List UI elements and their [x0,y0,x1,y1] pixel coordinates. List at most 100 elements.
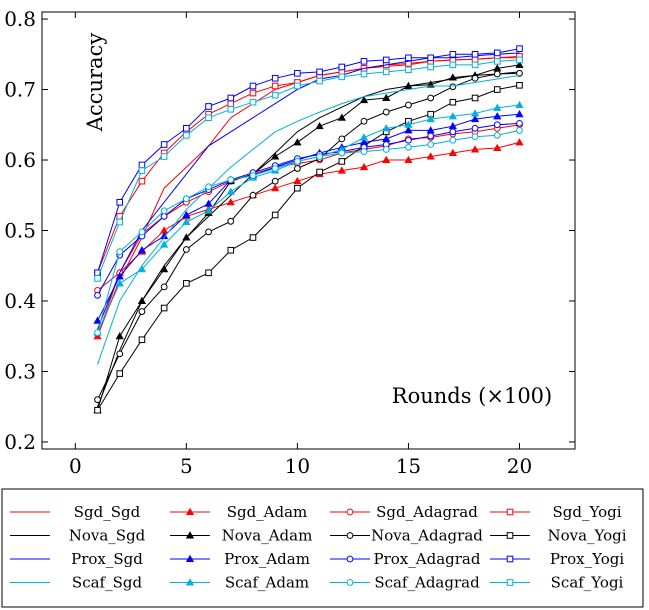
data-point-scaf-yogi [338,73,346,81]
data-point-prox-adam [204,199,213,207]
series-scaf-yogi [94,56,523,282]
legend-item-prox-sgd: Prox_Sgd [10,550,143,568]
data-point-prox-yogi [405,54,412,62]
legend-label: Nova_Adagrad [371,527,483,545]
data-point-scaf-adagrad [205,183,212,191]
data-point-scaf-adagrad [316,153,324,160]
data-point-scaf-adagrad [227,176,235,184]
series-line-sgd-yogi [97,55,520,273]
data-point-nova-adam [293,138,302,146]
data-point-sgd-adam [448,148,457,156]
data-point-prox-adagrad [449,128,457,136]
data-point-sgd-adam [470,145,480,153]
data-point-nova-adam [271,152,280,160]
data-point-nova-adam [182,233,191,241]
data-point-scaf-yogi [471,61,479,69]
legend-label: Nova_Sgd [69,527,146,545]
series-sgd-yogi [94,53,523,277]
data-point-sgd-adam [359,162,369,171]
series-nova-sgd [97,71,520,407]
data-point-nova-yogi [471,94,479,102]
data-point-prox-adam [137,246,147,254]
data-point-prox-yogi [138,161,146,169]
data-point-nova-adam [448,73,457,81]
data-point-scaf-yogi [316,77,323,85]
data-point-nova-adam [382,93,391,101]
data-point-prox-yogi [205,103,212,110]
data-point-prox-yogi [183,124,190,132]
data-point-scaf-adam [137,265,147,273]
series-line-nova-yogi [97,84,520,411]
x-tick-label: 20 [507,454,532,478]
data-point-prox-adam [493,112,502,120]
legend-marker [185,507,195,516]
data-point-nova-adam [160,265,169,273]
data-point-nova-adagrad [116,350,124,358]
data-point-scaf-yogi [516,56,523,64]
legend-marker [506,579,514,586]
data-point-scaf-adagrad [116,248,124,256]
data-point-prox-adam [115,272,124,280]
data-point-sgd-yogi [138,177,146,185]
data-point-nova-adagrad [405,101,412,109]
data-point-scaf-yogi [116,218,124,226]
series-line-nova-adagrad [97,72,520,400]
series-sgd-adam [93,138,524,340]
legend-label: Prox_Adam [224,550,310,568]
data-point-nova-adam [404,81,413,90]
legend-item-sgd-yogi: Sgd_Yogi [490,503,622,521]
data-point-scaf-adagrad [293,158,301,165]
legend-marker [346,555,354,563]
x-tick-label: 15 [396,454,421,478]
data-point-nova-adagrad [516,69,523,77]
data-point-nova-yogi [493,86,501,93]
data-point-scaf-adam [160,240,169,248]
data-point-nova-adagrad [94,396,101,404]
data-point-scaf-yogi [382,68,390,76]
data-point-scaf-adagrad [405,143,412,151]
data-point-scaf-yogi [160,153,168,160]
legend: Sgd_Sgd Sgd_Adam Sgd_Adagrad Sgd_Yogi Nova_S… [1,488,644,608]
data-point-prox-yogi [294,70,301,77]
data-point-sgd-yogi [271,82,279,90]
data-point-nova-yogi [271,211,279,219]
data-point-nova-adagrad [338,135,346,143]
legend-label: Scaf_Yogi [551,574,624,592]
data-point-nova-adagrad [360,117,368,125]
data-point-scaf-yogi [294,82,301,90]
data-point-prox-yogi [449,50,457,58]
data-point-nova-adam [515,60,524,68]
data-point-prox-adagrad [405,136,412,144]
x-axis-label: Rounds (×100) [392,384,552,408]
data-point-prox-adam [404,126,413,134]
data-point-scaf-adam [404,120,413,128]
y-tick-label: 0.3 [4,359,36,383]
legend-item-scaf-yogi: Scaf_Yogi [490,574,624,592]
data-point-scaf-adam [204,206,213,214]
data-point-sgd-adam [226,198,235,206]
series-scaf-sgd [97,74,520,365]
data-point-nova-yogi [316,168,323,176]
legend-label: Sgd_Sgd [74,503,141,521]
data-point-prox-yogi [493,49,501,57]
series-nova-yogi [94,82,523,414]
data-point-prox-adagrad [471,124,479,132]
data-point-scaf-yogi [449,61,457,69]
series-sgd-adagrad [94,121,523,294]
data-point-prox-adagrad [160,213,168,220]
data-point-scaf-yogi [493,58,501,65]
series-line-sgd-sgd [97,57,520,337]
data-point-scaf-adagrad [94,329,101,337]
data-point-nova-adagrad [205,228,212,236]
data-point-scaf-adagrad [249,172,257,179]
data-point-sgd-adam [426,152,435,160]
legend-item-prox-yogi: Prox_Yogi [490,550,624,568]
data-point-scaf-adam [448,112,457,120]
data-point-prox-yogi [316,68,323,76]
legend-label: Sgd_Adagrad [376,503,478,521]
data-point-scaf-yogi [138,167,146,174]
data-point-nova-adam [115,332,124,340]
data-point-prox-yogi [360,58,368,65]
legend-label: Scaf_Adagrad [374,574,480,592]
data-point-sgd-adam [515,138,524,146]
